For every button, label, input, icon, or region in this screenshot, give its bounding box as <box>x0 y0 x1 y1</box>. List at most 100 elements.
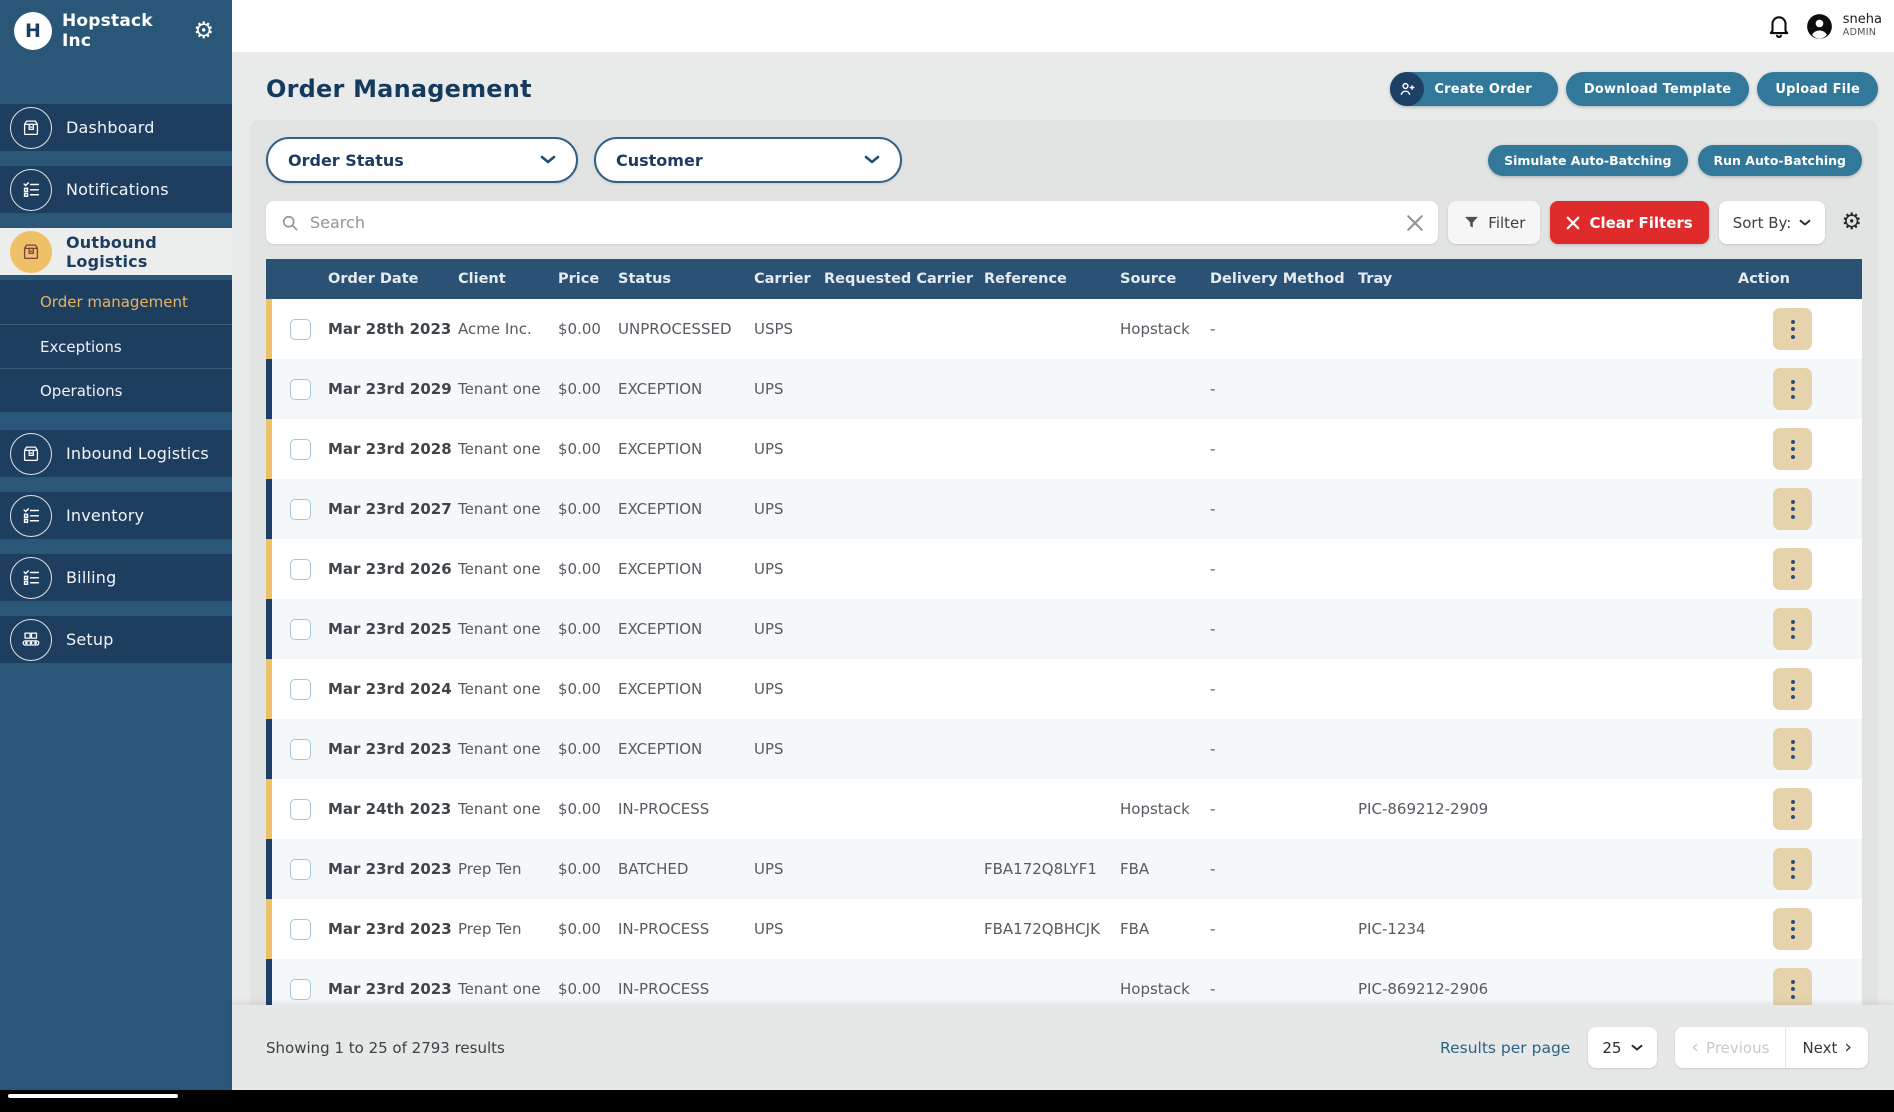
cell-order-date: Mar 23rd 2026 <box>328 560 452 578</box>
sidebar-item-inventory[interactable]: Inventory <box>0 492 232 539</box>
cell-order-date: Mar 23rd 2024 <box>328 680 452 698</box>
checklist-icon <box>10 556 52 599</box>
simulate-auto-batching-button[interactable]: Simulate Auto-Batching <box>1488 144 1688 176</box>
cell-price: $0.00 <box>558 560 601 578</box>
row-stripe <box>266 959 272 1005</box>
table-row[interactable]: Mar 23rd 2023 Prep Ten $0.00 IN-PROCESS … <box>266 899 1862 959</box>
sidebar-item-notifications[interactable]: Notifications <box>0 166 232 213</box>
column-header-order-date: Order Date <box>328 271 419 287</box>
next-page-button[interactable]: Next › <box>1785 1027 1868 1068</box>
sort-by-button[interactable]: Sort By: <box>1718 201 1826 244</box>
cell-status: EXCEPTION <box>618 620 703 638</box>
row-checkbox[interactable] <box>289 978 311 1000</box>
sidebar-subitem-order-management[interactable]: Order management <box>0 280 232 324</box>
sidebar-subitem-exceptions[interactable]: Exceptions <box>0 324 232 368</box>
column-header-requested-carrier: Requested Carrier <box>824 271 974 287</box>
column-header-status: Status <box>618 271 672 287</box>
cell-price: $0.00 <box>558 680 601 698</box>
row-actions-button[interactable] <box>1773 308 1812 350</box>
row-actions-button[interactable] <box>1773 788 1812 830</box>
order-status-dropdown[interactable]: Order Status <box>266 137 578 183</box>
table-row[interactable]: Mar 23rd 2025 Tenant one $0.00 EXCEPTION… <box>266 599 1862 659</box>
create-order-button[interactable]: Create Order <box>1390 72 1558 106</box>
cell-order-date: Mar 23rd 2029 <box>328 380 452 398</box>
chevron-down-icon <box>1631 1044 1643 1050</box>
cell-delivery-method: - <box>1210 620 1216 638</box>
user-meta: sneha ADMIN <box>1842 12 1882 39</box>
row-actions-button[interactable] <box>1773 968 1812 1005</box>
row-checkbox[interactable] <box>289 618 311 640</box>
row-actions-button[interactable] <box>1773 848 1812 890</box>
filter-button[interactable]: Filter <box>1448 201 1541 244</box>
row-checkbox[interactable] <box>289 498 311 520</box>
previous-page-button[interactable]: ‹ Previous <box>1675 1027 1785 1068</box>
sidebar-item-outbound-logistics[interactable]: Outbound Logistics <box>0 228 232 275</box>
cell-source: Hopstack <box>1120 320 1190 338</box>
row-actions-button[interactable] <box>1773 728 1812 770</box>
table-row[interactable]: Mar 23rd 2026 Tenant one $0.00 EXCEPTION… <box>266 539 1862 599</box>
table-row[interactable]: Mar 23rd 2027 Tenant one $0.00 EXCEPTION… <box>266 479 1862 539</box>
clear-filters-button[interactable]: Clear Filters <box>1550 201 1709 244</box>
column-header-source: Source <box>1120 271 1177 287</box>
cell-source: Hopstack <box>1120 980 1190 998</box>
row-actions-button[interactable] <box>1773 548 1812 590</box>
row-checkbox[interactable] <box>289 318 311 340</box>
row-actions-button[interactable] <box>1773 428 1812 470</box>
sidebar-item-dashboard[interactable]: Dashboard <box>0 104 232 151</box>
package-icon <box>10 432 52 475</box>
customer-dropdown[interactable]: Customer <box>594 137 902 183</box>
row-checkbox[interactable] <box>289 858 311 880</box>
row-actions-button[interactable] <box>1773 488 1812 530</box>
next-label: Next <box>1802 1038 1838 1057</box>
row-checkbox[interactable] <box>289 558 311 580</box>
checklist-icon <box>10 168 52 211</box>
sidebar-item-inbound-logistics[interactable]: Inbound Logistics <box>0 430 232 477</box>
table-row[interactable]: Mar 23rd 2028 Tenant one $0.00 EXCEPTION… <box>266 419 1862 479</box>
upload-file-button[interactable]: Upload File <box>1757 72 1878 106</box>
table-row[interactable]: Mar 23rd 2023 Tenant one $0.00 IN-PROCES… <box>266 959 1862 1005</box>
cell-client: Acme Inc. <box>458 320 532 338</box>
sidebar-subnav: Order management Exceptions Operations <box>0 280 232 412</box>
column-header-price: Price <box>558 271 600 287</box>
row-checkbox[interactable] <box>289 798 311 820</box>
search-input[interactable] <box>310 213 1397 232</box>
row-checkbox[interactable] <box>289 738 311 760</box>
cell-client: Tenant one <box>458 800 541 818</box>
sidebar-subitem-operations[interactable]: Operations <box>0 368 232 412</box>
row-actions-button[interactable] <box>1773 908 1812 950</box>
page-size-select[interactable]: 25 <box>1588 1027 1658 1068</box>
sidebar-item-billing[interactable]: Billing <box>0 554 232 601</box>
download-template-button[interactable]: Download Template <box>1565 72 1750 106</box>
funnel-icon <box>1465 216 1479 228</box>
row-checkbox[interactable] <box>289 678 311 700</box>
user-role: ADMIN <box>1842 27 1877 38</box>
row-checkbox[interactable] <box>289 438 311 460</box>
package-icon <box>10 106 52 149</box>
sidebar-item-setup[interactable]: Setup <box>0 616 232 663</box>
table-row[interactable]: Mar 23rd 2024 Tenant one $0.00 EXCEPTION… <box>266 659 1862 719</box>
window-resize-handle[interactable] <box>8 1094 178 1098</box>
row-actions-button[interactable] <box>1773 368 1812 410</box>
person-plus-icon <box>1390 72 1425 106</box>
row-actions-button[interactable] <box>1773 668 1812 710</box>
table-row[interactable]: Mar 23rd 2023 Prep Ten $0.00 BATCHED UPS… <box>266 839 1862 899</box>
table-row[interactable]: Mar 23rd 2029 Tenant one $0.00 EXCEPTION… <box>266 359 1862 419</box>
table-settings-gear-icon[interactable]: ⚙ <box>1841 209 1862 235</box>
row-actions-button[interactable] <box>1773 608 1812 650</box>
user-avatar[interactable] <box>1806 13 1833 40</box>
table-row[interactable]: Mar 24th 2023 Tenant one $0.00 IN-PROCES… <box>266 779 1862 839</box>
table-row[interactable]: Mar 23rd 2023 Tenant one $0.00 EXCEPTION… <box>266 719 1862 779</box>
sidebar-item-label: Outbound Logistics <box>66 232 157 271</box>
run-auto-batching-button[interactable]: Run Auto-Batching <box>1697 144 1862 176</box>
row-stripe <box>266 599 272 659</box>
notifications-bell-icon[interactable] <box>1766 13 1792 39</box>
x-icon <box>1567 216 1580 229</box>
row-checkbox[interactable] <box>289 378 311 400</box>
clear-search-icon[interactable] <box>1406 214 1424 232</box>
chevron-down-icon <box>864 155 880 164</box>
sidebar-nav: Dashboard Notifications Outbound Logisti… <box>0 104 232 678</box>
table-row[interactable]: Mar 28th 2023 Acme Inc. $0.00 UNPROCESSE… <box>266 299 1862 359</box>
sidebar-gear-icon[interactable]: ⚙ <box>193 17 214 44</box>
row-checkbox[interactable] <box>289 918 311 940</box>
cell-price: $0.00 <box>558 800 601 818</box>
